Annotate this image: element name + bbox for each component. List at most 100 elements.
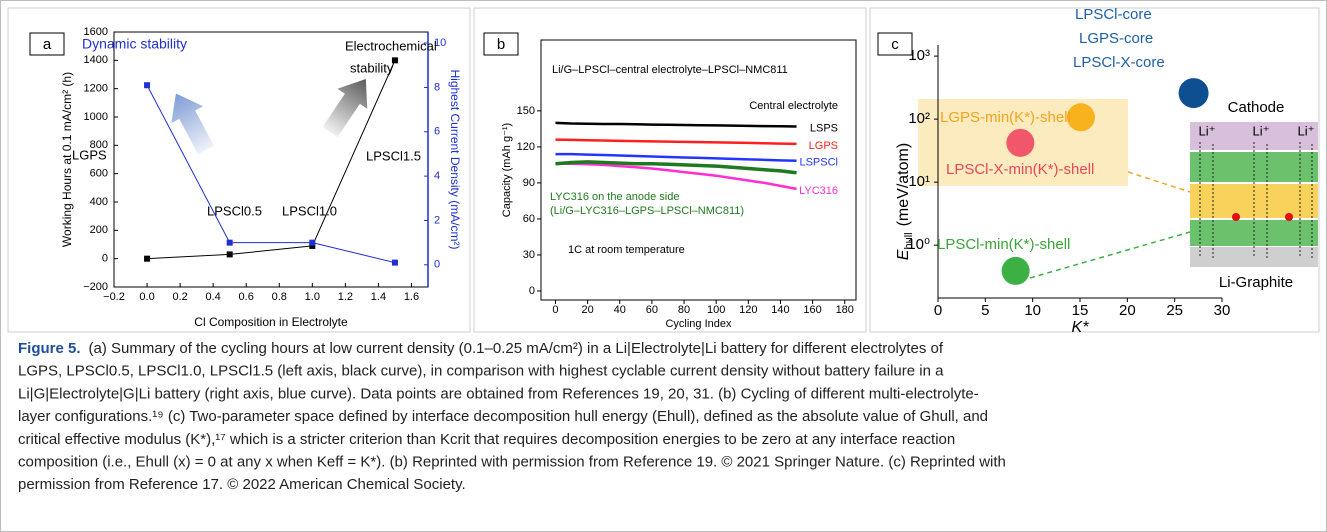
y-tick-label: 60 <box>523 213 535 225</box>
caption-line: Li|G|Electrolyte|G|Li battery (right axi… <box>18 385 979 402</box>
x-axis-label: Cycling Index <box>665 318 732 330</box>
annotation: 1C at room temperature <box>568 244 685 256</box>
x-tick-label: 0.4 <box>206 291 221 303</box>
y2-tick-label: 2 <box>434 214 440 226</box>
data-line <box>555 138 797 146</box>
y-tick-label: 0 <box>529 285 535 297</box>
y-tick-label: 600 <box>90 168 108 180</box>
y2-axis-label: Highest Current Density (mA/cm²) <box>448 69 462 249</box>
inset-diagram <box>1190 122 1318 267</box>
panel-label: a <box>43 36 52 53</box>
y-tick-label: 10⁰ <box>907 236 930 253</box>
annotation: LPSCl1.5 <box>366 148 421 163</box>
data-point <box>1006 128 1035 157</box>
series-label: LYC316 <box>799 185 838 197</box>
data-line <box>555 162 797 191</box>
panel-label-box <box>877 32 913 56</box>
annotation: LGPS <box>72 147 107 162</box>
y2-tick-label: 4 <box>434 170 440 182</box>
y-tick-label: 10¹ <box>908 173 930 190</box>
x-tick-label: 20 <box>1119 302 1136 319</box>
layer <box>1190 122 1318 150</box>
x-tick-label: 0.0 <box>139 291 154 303</box>
point-label: LPSCl-core <box>1075 6 1152 23</box>
panel-a-frame <box>7 7 471 333</box>
point-label: LGPS-min(K*)-shell <box>940 109 1071 126</box>
annotation: Dynamic stability <box>82 36 187 52</box>
x-tick-label: 140 <box>771 304 789 316</box>
series-label: LSPS <box>810 122 838 134</box>
y-tick-label: 120 <box>517 141 535 153</box>
x-tick-label: 180 <box>836 304 854 316</box>
y-tick-label: −200 <box>83 281 108 293</box>
panel-label: c <box>891 36 899 53</box>
series-label: LGPS <box>809 140 838 152</box>
data-line <box>555 121 797 128</box>
y-tick-label: 30 <box>523 249 535 261</box>
y-axis-label: Working Hours at 0.1 mA/cm² (h) <box>60 72 74 247</box>
data-point <box>391 259 398 266</box>
annotation: LPSCl1.0 <box>282 203 337 218</box>
x-tick-label: 30 <box>1214 302 1231 319</box>
x-tick-label: 60 <box>646 304 658 316</box>
y2-tick-label: 0 <box>434 259 440 271</box>
y-axis-label: Ehull (meV/atom) <box>895 143 915 260</box>
x-axis-label: Cl Composition in Electrolyte <box>194 315 348 329</box>
y-tick-label: 0 <box>102 253 108 265</box>
annotation: Electrochemical <box>345 38 437 53</box>
inset-label: Li⁺ <box>1253 123 1270 138</box>
x-tick-label: 1.6 <box>404 291 419 303</box>
x-tick-label: 100 <box>707 304 725 316</box>
y2-tick-label: 10 <box>434 37 446 49</box>
data-point <box>391 57 398 64</box>
y-axis-label-symbol: E <box>895 249 912 260</box>
y-tick-label: 1200 <box>84 83 108 95</box>
inset-label: Cathode <box>1228 99 1285 116</box>
data-point <box>144 255 151 262</box>
connector <box>1029 231 1191 279</box>
data-point <box>309 239 316 246</box>
y-tick-label: 10³ <box>908 47 930 64</box>
x-tick-label: 0.6 <box>239 291 254 303</box>
layer <box>1190 247 1318 267</box>
data-point <box>309 242 316 249</box>
panel-b-frame <box>473 7 867 333</box>
y-tick-label: 200 <box>90 224 108 236</box>
data-point <box>1178 78 1209 109</box>
point-label: LPSCl-X-core <box>1073 54 1165 71</box>
y-tick-label: 400 <box>90 196 108 208</box>
y-tick-label: 1400 <box>84 54 108 66</box>
connector <box>1127 171 1191 193</box>
point-label: LPSCl-min(K*)-shell <box>937 236 1070 253</box>
x-tick-label: −0.2 <box>103 291 125 303</box>
plot-frame <box>540 39 857 301</box>
x-tick-label: 1.2 <box>338 291 353 303</box>
y-tick-label: 10² <box>908 110 930 127</box>
x-tick-label: 25 <box>1166 302 1183 319</box>
data-line <box>147 60 396 260</box>
point-label: LGPS-core <box>1079 30 1153 47</box>
point-label: LPSCl-X-min(K*)-shell <box>946 161 1094 178</box>
x-tick-label: 1.4 <box>371 291 386 303</box>
x-tick-label: 5 <box>981 302 989 319</box>
caption-line: LGPS, LPSCl0.5, LPSCl1.0, LPSCl1.5 (left… <box>18 363 944 380</box>
x-tick-label: 0.8 <box>272 291 287 303</box>
inset-label: Li⁺ <box>1199 123 1216 138</box>
y2-tick-label: 8 <box>434 81 440 93</box>
x-tick-label: 120 <box>739 304 757 316</box>
arrow <box>171 93 214 155</box>
data-line <box>146 84 396 264</box>
panel-c-frame <box>869 7 1320 333</box>
defect <box>1232 213 1240 221</box>
annotation: (Li/G–LYC316–LGPS–LPSCl–NMC811) <box>550 205 744 217</box>
y-tick-label: 800 <box>90 139 108 151</box>
data-line <box>555 160 797 175</box>
y-tick-label: 150 <box>517 105 535 117</box>
x-tick-label: 10 <box>1024 302 1041 319</box>
y-axis-label-unit: (meV/atom) <box>895 143 912 227</box>
arrow <box>322 78 368 138</box>
caption-line: layer configurations.¹⁹ (c) Two-paramete… <box>18 408 988 425</box>
